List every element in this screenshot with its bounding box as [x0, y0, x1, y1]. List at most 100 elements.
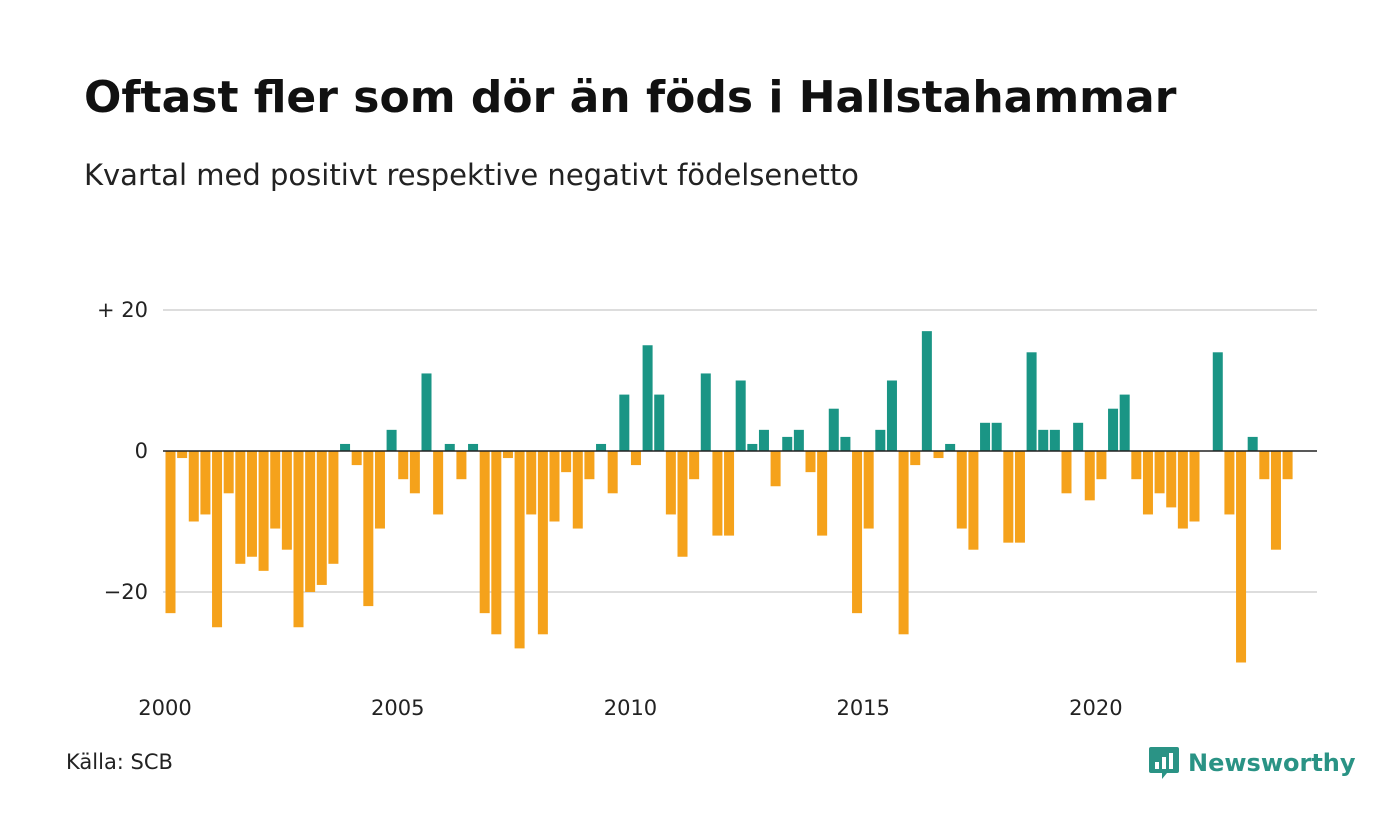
- bar-negative: [351, 451, 362, 466]
- bar-negative: [630, 451, 641, 466]
- x-tick-label: 2000: [138, 696, 191, 720]
- bar-positive: [840, 436, 851, 451]
- bar-positive: [654, 394, 665, 451]
- bar-positive: [1038, 429, 1049, 451]
- bar-negative: [200, 451, 211, 515]
- bar-negative: [898, 451, 909, 635]
- bar-negative: [549, 451, 560, 522]
- bar-positive: [1108, 408, 1119, 451]
- bar-negative: [1003, 451, 1014, 543]
- y-tick-label: 0: [135, 439, 148, 463]
- bar-negative: [852, 451, 863, 614]
- bar-positive: [1073, 422, 1084, 451]
- bar-negative: [770, 451, 781, 487]
- source-note: Källa: SCB: [66, 750, 173, 774]
- bar-negative: [1084, 451, 1095, 501]
- bar-negative: [537, 451, 548, 635]
- bar-negative: [188, 451, 199, 522]
- bar-negative: [1166, 451, 1177, 508]
- bar-positive: [747, 443, 758, 451]
- bar-negative: [805, 451, 816, 473]
- bar-negative: [526, 451, 537, 515]
- bar-positive: [875, 429, 886, 451]
- bar-negative: [293, 451, 304, 628]
- bar-negative: [363, 451, 374, 607]
- bar-negative: [1096, 451, 1107, 480]
- bar-negative: [281, 451, 292, 550]
- bar-positive: [921, 331, 932, 451]
- bar-positive: [980, 422, 991, 451]
- bar-positive: [793, 429, 804, 451]
- bar-negative: [270, 451, 281, 529]
- bar-negative: [316, 451, 327, 585]
- bar-negative: [491, 451, 502, 635]
- bar-negative: [235, 451, 246, 564]
- bar-positive: [619, 394, 630, 451]
- bar-positive: [421, 373, 432, 451]
- bar-negative: [689, 451, 700, 480]
- tick-labels: + 20 0 −20 2000 2005 2010 2015 2020: [97, 298, 1123, 720]
- bar-negative: [374, 451, 385, 529]
- bar-negative: [1270, 451, 1281, 550]
- bar-positive: [1212, 352, 1223, 451]
- bar-negative: [1224, 451, 1235, 515]
- bar-positive: [642, 345, 653, 451]
- bar-negative: [223, 451, 234, 494]
- bar-positive: [444, 443, 455, 451]
- chart-title: Oftast fler som dör än föds i Hallstaham…: [84, 72, 1177, 123]
- bar-negative: [677, 451, 688, 557]
- bar-positive: [1119, 394, 1130, 451]
- bar-negative: [1177, 451, 1188, 529]
- bar-negative: [1061, 451, 1072, 494]
- bar-negative: [607, 451, 618, 494]
- bar-negative: [968, 451, 979, 550]
- bar-negative: [910, 451, 921, 466]
- bar-negative: [1282, 451, 1293, 480]
- bar-negative: [514, 451, 525, 649]
- bar-positive: [828, 408, 839, 451]
- bar-positive: [596, 443, 607, 451]
- bar-negative: [724, 451, 735, 536]
- bar-positive: [386, 429, 397, 451]
- bar-negative: [665, 451, 676, 515]
- bar-positive: [758, 429, 769, 451]
- bar-positive: [991, 422, 1002, 451]
- gridlines: [163, 309, 1317, 593]
- brand-name: Newsworthy: [1188, 749, 1356, 777]
- bars: [165, 331, 1293, 663]
- y-tick-label: −20: [104, 580, 148, 604]
- bar-negative: [863, 451, 874, 529]
- bar-negative: [933, 451, 944, 459]
- bar-negative: [712, 451, 723, 536]
- bar-negative: [479, 451, 490, 614]
- bar-positive: [468, 443, 479, 451]
- bar-negative: [502, 451, 513, 459]
- bar-positive: [1247, 436, 1258, 451]
- bar-negative: [305, 451, 316, 592]
- brand: Newsworthy: [1148, 744, 1356, 782]
- x-tick-label: 2020: [1069, 696, 1122, 720]
- bar-positive: [340, 443, 351, 451]
- bar-negative: [1154, 451, 1165, 494]
- bar-negative: [328, 451, 339, 564]
- bar-positive: [782, 436, 793, 451]
- bar-negative: [1189, 451, 1200, 522]
- x-tick-label: 2015: [836, 696, 889, 720]
- bar-negative: [1014, 451, 1025, 543]
- bar-negative: [1142, 451, 1153, 515]
- bar-positive: [1049, 429, 1060, 451]
- bar-negative: [956, 451, 967, 529]
- bar-negative: [398, 451, 409, 480]
- bar-positive: [886, 380, 897, 451]
- newsworthy-logo-icon: [1149, 747, 1179, 779]
- bar-negative: [433, 451, 444, 515]
- bar-negative: [456, 451, 467, 480]
- x-tick-label: 2005: [371, 696, 424, 720]
- bar-negative: [584, 451, 595, 480]
- bar-negative: [1259, 451, 1270, 480]
- chart-subtitle: Kvartal med positivt respektive negativt…: [84, 158, 859, 192]
- y-tick-label: + 20: [97, 298, 148, 322]
- bar-negative: [258, 451, 269, 571]
- bar-negative: [1236, 451, 1247, 663]
